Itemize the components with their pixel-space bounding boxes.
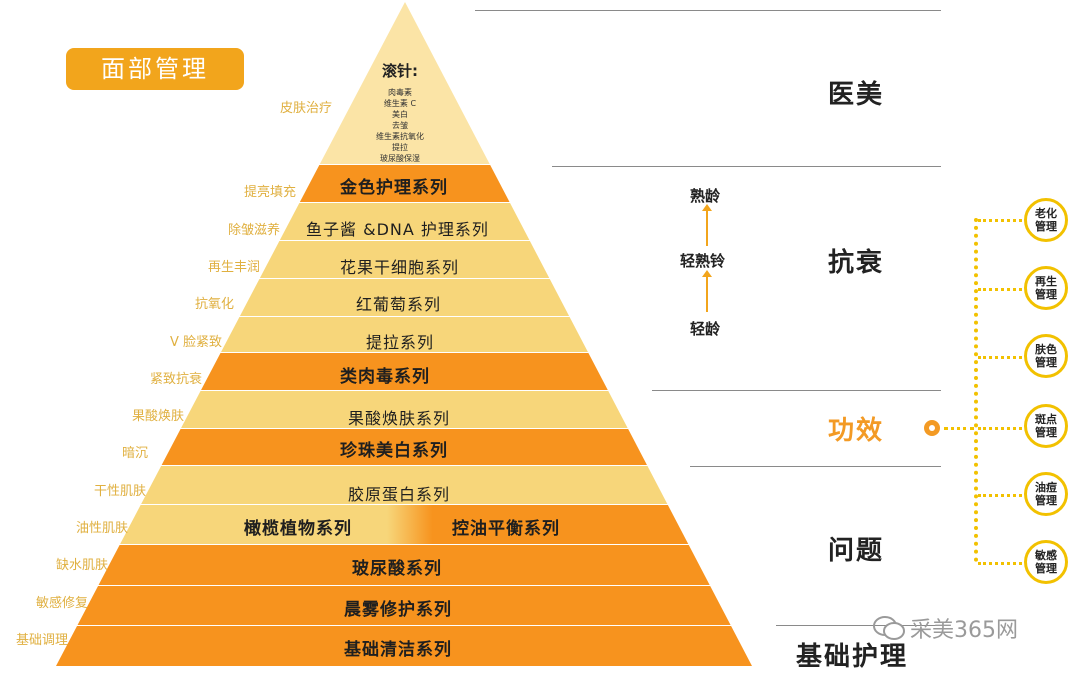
side-label: 紧致抗衰 (149, 372, 202, 387)
band-label: 珍珠美白系列 (340, 441, 448, 461)
pyramid-apex (319, 2, 490, 164)
arrow-up-icon (702, 270, 712, 312)
band-label: 橄榄植物系列 (244, 519, 352, 539)
apex-item: 提拉 (392, 143, 408, 152)
apex-item: 去皱 (392, 121, 408, 130)
connector-line (974, 218, 978, 562)
apex-item: 维生素抗氧化 (376, 132, 424, 141)
side-label: 暗沉 (121, 446, 148, 461)
pyramid-band (120, 505, 689, 544)
connector-line (978, 356, 1022, 359)
apex-item: 玻尿酸保湿 (380, 154, 420, 163)
efficacy-item-label: 油痘管理 (1035, 481, 1057, 507)
age-semi-mature: 轻熟铃 (680, 252, 726, 270)
efficacy-item-circle: 斑点管理 (1024, 404, 1068, 448)
watermark-text: 采美365网 (910, 618, 1018, 643)
band-label: 类肉毒系列 (340, 367, 430, 387)
side-label: 除皱滋养 (227, 223, 280, 238)
category-medical: 医美 (828, 80, 885, 110)
pyramid-band (161, 429, 647, 465)
wechat-icon (873, 616, 905, 640)
efficacy-item-circle: 再生管理 (1024, 266, 1068, 310)
category-efficacy: 功效 (828, 416, 885, 446)
pyramid-band (77, 586, 731, 625)
band-label: 胶原蛋白系列 (348, 485, 451, 504)
watermark: 采美365网 (872, 612, 1018, 644)
divider-line (776, 625, 941, 626)
apex-microneedle-block: 滚针: 肉毒素 维生素 C 美白 去皱 维生素抗氧化 提拉 玻尿酸保湿 (340, 60, 460, 164)
side-label: 抗氧化 (194, 297, 234, 312)
category-basic-care: 基础护理 (796, 642, 909, 672)
connector-line (978, 494, 1022, 497)
connector-line (978, 219, 1022, 222)
side-label: 再生丰润 (207, 260, 260, 275)
pyramid-band (201, 353, 608, 390)
band-label: 红葡萄系列 (356, 295, 442, 314)
pyramid-diagram (56, 2, 752, 666)
band-label: 金色护理系列 (340, 178, 448, 198)
side-label: 皮肤治疗 (279, 101, 332, 116)
band-label: 鱼子酱 &DNA 护理系列 (306, 220, 489, 239)
pyramid-band (239, 279, 570, 316)
side-label: 缺水肌肤 (55, 558, 108, 573)
pyramid-band (221, 317, 588, 352)
efficacy-item-circle: 敏感管理 (1024, 540, 1068, 584)
band-label: 玻尿酸系列 (352, 559, 442, 579)
efficacy-target-icon (924, 420, 940, 436)
side-label: 干性肌肤 (93, 484, 146, 499)
pyramid-band (181, 391, 628, 428)
side-label: 基础调理 (15, 633, 68, 648)
efficacy-item-label: 斑点管理 (1035, 413, 1057, 439)
efficacy-item-circle: 油痘管理 (1024, 472, 1068, 516)
pyramid-band (141, 466, 668, 504)
divider-line (475, 10, 941, 11)
connector-line (978, 427, 1022, 430)
efficacy-item-label: 再生管理 (1035, 275, 1057, 301)
pyramid-band (259, 241, 550, 278)
band-label: 控油平衡系列 (452, 519, 560, 539)
apex-item: 肉毒素 (388, 88, 412, 97)
category-anti-aging: 抗衰 (828, 248, 885, 278)
age-young: 轻龄 (690, 320, 721, 338)
pyramid-band (56, 626, 752, 666)
pyramid-band (279, 203, 530, 240)
band-label: 基础清洁系列 (344, 640, 452, 660)
pyramid-band (299, 165, 510, 202)
side-label: 果酸焕肤 (131, 409, 184, 424)
efficacy-item-label: 敏感管理 (1035, 549, 1057, 575)
connector-line (944, 427, 974, 430)
divider-line (652, 390, 941, 391)
face-management-badge: 面部管理 (66, 48, 244, 90)
band-label: 提拉系列 (366, 333, 435, 352)
age-mature: 熟龄 (690, 187, 721, 205)
apex-title: 滚针: (382, 62, 418, 80)
connector-line (978, 288, 1022, 291)
connector-line (978, 562, 1022, 565)
divider-line (690, 466, 941, 467)
pyramid-band (98, 545, 710, 585)
efficacy-item-circle: 老化管理 (1024, 198, 1068, 242)
band-label: 花果干细胞系列 (340, 258, 460, 277)
category-problem: 问题 (828, 536, 885, 566)
side-label: 敏感修复 (35, 596, 88, 611)
efficacy-item-circle: 肤色管理 (1024, 334, 1068, 378)
apex-item: 维生素 C (383, 99, 417, 108)
divider-line (552, 166, 941, 167)
apex-item: 美白 (392, 110, 408, 119)
side-label: V 脸紧致 (169, 335, 222, 350)
side-label: 提亮填充 (243, 185, 296, 200)
arrow-up-icon (702, 204, 712, 246)
efficacy-item-label: 肤色管理 (1035, 343, 1057, 369)
band-label: 晨雾修护系列 (344, 600, 452, 620)
band-label: 果酸焕肤系列 (348, 409, 451, 428)
efficacy-item-label: 老化管理 (1035, 207, 1057, 233)
side-label: 油性肌肤 (75, 521, 128, 536)
